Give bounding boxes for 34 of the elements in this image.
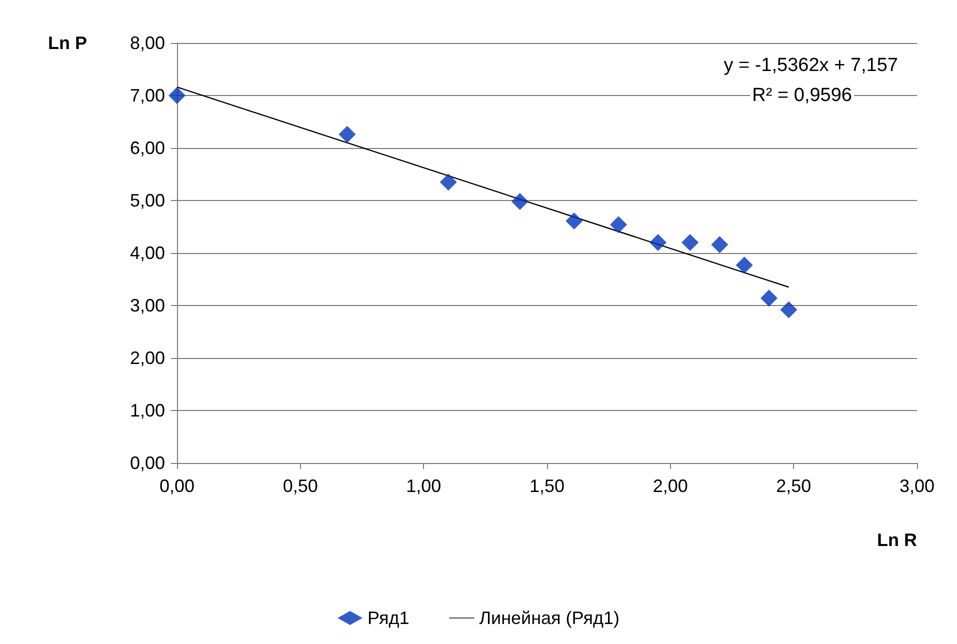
y-tick-label: 2,00 [130, 348, 165, 368]
point [168, 87, 186, 104]
y-tick-label: 7,00 [130, 86, 165, 106]
y-tick-label: 1,00 [130, 400, 165, 420]
y-tick-label: 4,00 [130, 243, 165, 263]
legend-label: Линейная (Ряд1) [479, 608, 620, 628]
x-tick-label: 0,00 [159, 476, 195, 496]
point [682, 234, 699, 251]
x-tick-label: 3,00 [899, 476, 935, 496]
y-tick-label: 5,00 [130, 190, 165, 210]
point [650, 234, 666, 251]
x-tick-label: 1,00 [406, 476, 442, 496]
x-tick-label: 0,50 [282, 476, 318, 496]
annotation: y = -1,5362x + 7,157 [724, 55, 898, 76]
x-axis-title: Ln R [877, 530, 917, 550]
y-tick-label: 8,00 [130, 33, 165, 53]
point [760, 290, 778, 307]
point [736, 256, 753, 274]
point [780, 301, 798, 318]
point [440, 174, 457, 191]
y-axis-title: Ln P [48, 33, 87, 53]
x-tick-label: 1,50 [529, 476, 565, 496]
x-tick-label: 2,00 [652, 476, 688, 496]
point [338, 126, 356, 143]
annotation: R² = 0,9596 [752, 85, 852, 106]
y-tick-label: 0,00 [130, 453, 165, 473]
legend-label: Ряд1 [368, 608, 410, 628]
y-tick-label: 3,00 [130, 296, 165, 316]
point [610, 216, 628, 234]
point [566, 212, 583, 230]
point [711, 236, 728, 254]
y-tick-label: 6,00 [130, 138, 165, 158]
x-tick-label: 2,50 [776, 476, 812, 496]
point [511, 193, 528, 210]
